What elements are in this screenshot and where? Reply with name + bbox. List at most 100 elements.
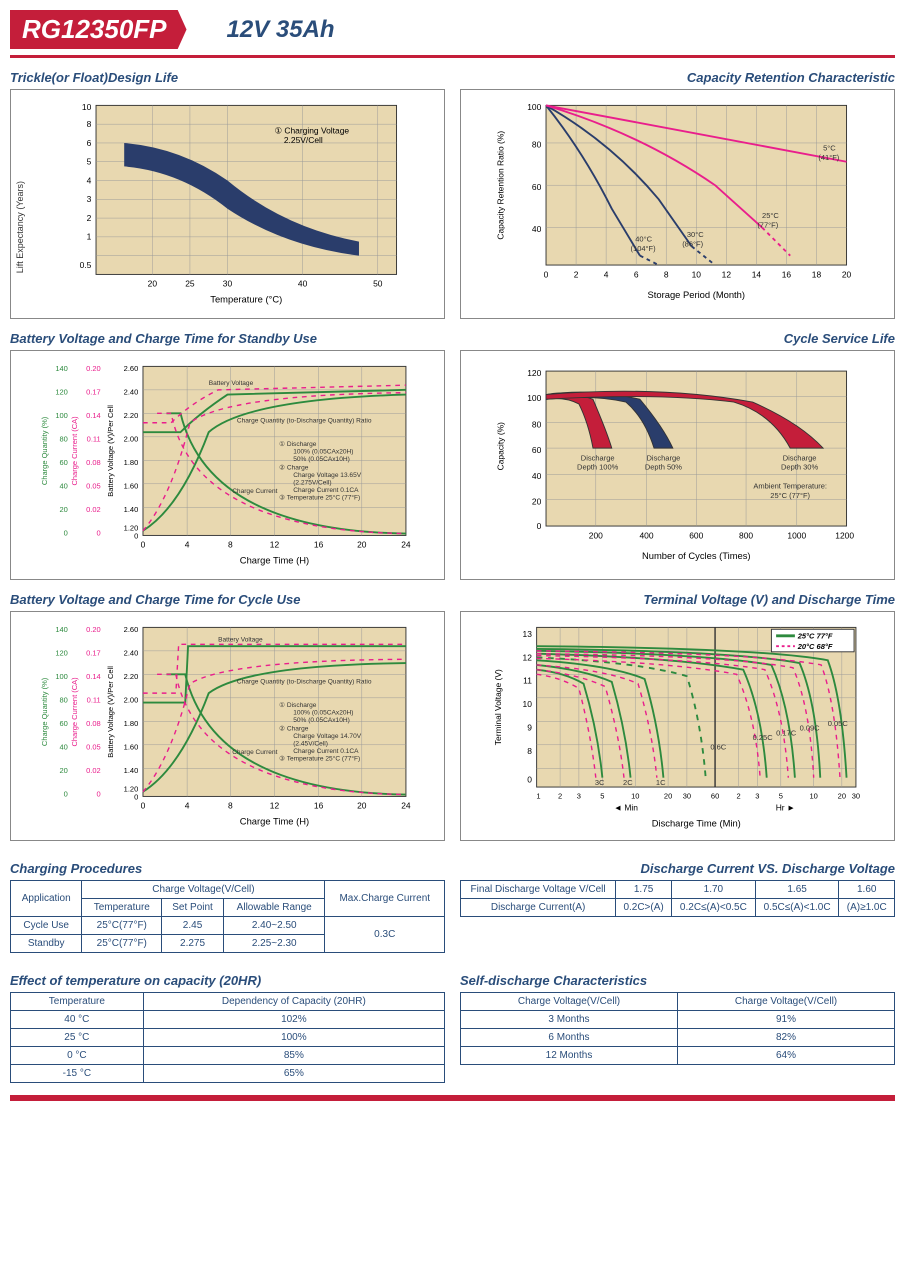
svg-text:30: 30 — [852, 791, 860, 800]
svg-text:Battery Voltage: Battery Voltage — [209, 380, 254, 387]
svg-text:800: 800 — [739, 530, 753, 540]
svg-text:1C: 1C — [656, 778, 666, 787]
svg-text:0.02: 0.02 — [86, 766, 101, 775]
svg-text:0: 0 — [544, 269, 549, 279]
svg-text:0.17C: 0.17C — [776, 728, 797, 737]
svg-text:0: 0 — [527, 774, 532, 784]
svg-text:40°C: 40°C — [635, 235, 652, 244]
svg-text:Charge Current: Charge Current — [232, 488, 277, 495]
table3-title: Effect of temperature on capacity (20HR) — [10, 973, 445, 988]
svg-text:2: 2 — [558, 791, 562, 800]
svg-text:Discharge Time (Min): Discharge Time (Min) — [652, 817, 741, 828]
svg-text:Charge Quantity (%): Charge Quantity (%) — [40, 416, 49, 485]
svg-text:60: 60 — [60, 719, 68, 728]
svg-text:600: 600 — [689, 530, 703, 540]
svg-text:Charge Quantity (%): Charge Quantity (%) — [40, 677, 49, 746]
svg-text:Charge Quantity (to-Discharge: Charge Quantity (to-Discharge Quantity) … — [237, 418, 372, 425]
svg-text:80: 80 — [60, 435, 68, 444]
svg-text:80: 80 — [532, 419, 542, 429]
svg-text:50% (0.05CAx10H): 50% (0.05CAx10H) — [293, 717, 350, 724]
svg-text:Capacity Retention Ratio (%): Capacity Retention Ratio (%) — [496, 131, 506, 240]
svg-text:12: 12 — [270, 540, 280, 550]
chart-row-3: Battery Voltage and Charge Time for Cycl… — [10, 592, 895, 841]
page-header: RG12350FP 12V 35Ah — [10, 10, 895, 49]
svg-text:120: 120 — [55, 388, 68, 397]
svg-text:2.00: 2.00 — [124, 696, 139, 705]
svg-text:0: 0 — [537, 521, 542, 531]
svg-text:2.25V/Cell: 2.25V/Cell — [284, 135, 323, 145]
svg-text:14: 14 — [752, 269, 762, 279]
svg-text:Ambient Temperature:: Ambient Temperature: — [753, 481, 827, 490]
svg-text:0.08: 0.08 — [86, 458, 101, 467]
svg-text:2: 2 — [87, 213, 92, 223]
chart2-title: Capacity Retention Characteristic — [460, 70, 895, 85]
svg-text:100: 100 — [527, 102, 541, 112]
svg-text:0.08: 0.08 — [86, 719, 101, 728]
chart3-box: Battery Voltage Charge Quantity (to-Disc… — [10, 350, 445, 580]
table1-title: Charging Procedures — [10, 861, 445, 876]
svg-text:0.11: 0.11 — [87, 435, 101, 444]
svg-text:Battery Voltage (V)/Per Cell: Battery Voltage (V)/Per Cell — [106, 666, 115, 758]
tables-row-2: Effect of temperature on capacity (20HR)… — [10, 965, 895, 1083]
svg-text:1.80: 1.80 — [124, 719, 139, 728]
svg-text:6: 6 — [634, 269, 639, 279]
svg-text:Battery Voltage (V)/Per Cell: Battery Voltage (V)/Per Cell — [106, 405, 115, 497]
chart6-svg: 25°C 77°F 20°C 68°F 3C2C1C 0.6C0.25C 0.1… — [467, 618, 888, 834]
table2-panel: Discharge Current VS. Discharge Voltage … — [460, 853, 895, 953]
svg-text:1: 1 — [87, 232, 92, 242]
chart6-panel: Terminal Voltage (V) and Discharge Time — [460, 592, 895, 841]
svg-text:2.40: 2.40 — [124, 649, 139, 658]
svg-text:0: 0 — [97, 528, 101, 537]
th-range: Allowable Range — [223, 899, 325, 917]
svg-text:② Charge: ② Charge — [279, 725, 309, 733]
svg-text:30: 30 — [683, 791, 691, 800]
table-row: 40 °C102% — [11, 1011, 445, 1029]
chart-row-1: Trickle(or Float)Design Life Lift Expect… — [10, 70, 895, 319]
svg-text:1.40: 1.40 — [124, 505, 139, 514]
th-cv2: Charge Voltage(V/Cell) — [678, 993, 895, 1011]
svg-text:30°C: 30°C — [687, 230, 704, 239]
th-charge-voltage: Charge Voltage(V/Cell) — [82, 881, 325, 899]
svg-text:Storage Period (Month): Storage Period (Month) — [648, 289, 745, 300]
svg-text:20: 20 — [532, 496, 542, 506]
chart4-title: Cycle Service Life — [460, 331, 895, 346]
table-row: Cycle Use 25°C(77°F) 2.45 2.40~2.50 0.3C — [11, 917, 445, 935]
table2-title: Discharge Current VS. Discharge Voltage — [460, 861, 895, 876]
table-row: -15 °C65% — [11, 1065, 445, 1083]
svg-text:Charge Current 0.1CA: Charge Current 0.1CA — [293, 748, 359, 755]
table4-panel: Self-discharge Characteristics Charge Vo… — [460, 965, 895, 1083]
chart1-box: Lift Expectancy (Years) ① Charging Volta… — [10, 89, 445, 319]
svg-text:0.14: 0.14 — [86, 672, 101, 681]
svg-text:0.11: 0.11 — [87, 696, 101, 705]
chart1-panel: Trickle(or Float)Design Life Lift Expect… — [10, 70, 445, 319]
chart6-title: Terminal Voltage (V) and Discharge Time — [460, 592, 895, 607]
chart5-svg: Battery Voltage Charge Quantity (to-Disc… — [17, 618, 438, 834]
svg-text:0.17: 0.17 — [86, 649, 101, 658]
svg-text:2.20: 2.20 — [124, 672, 139, 681]
svg-text:2.00: 2.00 — [124, 435, 139, 444]
svg-text:1.60: 1.60 — [124, 481, 139, 490]
svg-text:2.40: 2.40 — [124, 388, 139, 397]
svg-text:60: 60 — [532, 182, 542, 192]
svg-text:(86°F): (86°F) — [682, 239, 703, 248]
chart1-ylabel: Lift Expectancy (Years) — [15, 181, 25, 273]
svg-text:24: 24 — [401, 801, 411, 811]
svg-text:0.5: 0.5 — [80, 260, 92, 270]
svg-text:80: 80 — [532, 140, 542, 150]
svg-text:0: 0 — [64, 789, 68, 798]
svg-text:1.60: 1.60 — [124, 742, 139, 751]
th-dependency: Dependency of Capacity (20HR) — [143, 993, 444, 1011]
svg-text:(104°F): (104°F) — [631, 244, 657, 253]
table-row: Discharge Current(A) 0.2C>(A) 0.2C≤(A)<0… — [461, 899, 895, 917]
svg-text:24: 24 — [401, 540, 411, 550]
chart6-box: 25°C 77°F 20°C 68°F 3C2C1C 0.6C0.25C 0.1… — [460, 611, 895, 841]
charging-procedures-table: Application Charge Voltage(V/Cell) Max.C… — [10, 880, 445, 953]
chart2-svg: 40°C(104°F) 30°C(86°F) 25°C(77°F) 5°C(41… — [467, 96, 888, 312]
svg-text:0.6C: 0.6C — [710, 742, 726, 751]
svg-text:2.60: 2.60 — [124, 364, 139, 373]
svg-text:Charge Time (H): Charge Time (H) — [240, 816, 309, 827]
svg-text:Charge Time (H): Charge Time (H) — [240, 555, 309, 566]
chart4-box: DischargeDepth 100% DischargeDepth 50% D… — [460, 350, 895, 580]
svg-text:Discharge: Discharge — [647, 453, 681, 462]
svg-text:120: 120 — [55, 649, 68, 658]
